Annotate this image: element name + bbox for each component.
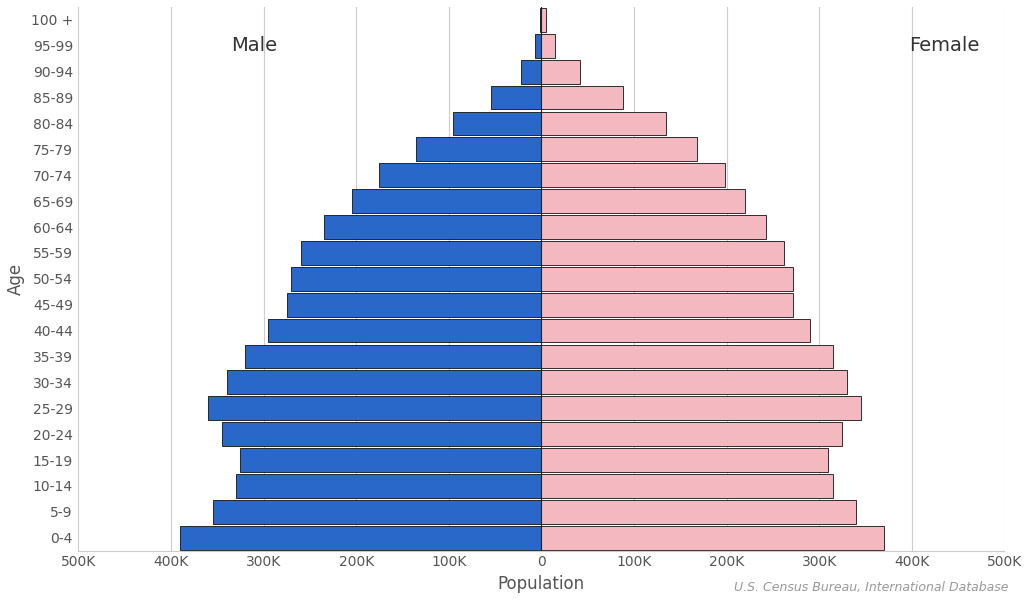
Bar <box>241 448 541 472</box>
Bar <box>541 241 784 265</box>
Bar <box>541 526 884 550</box>
Bar <box>541 8 545 32</box>
Bar <box>541 474 833 498</box>
Bar <box>454 112 541 136</box>
Bar <box>352 189 541 213</box>
Bar <box>300 241 541 265</box>
Bar <box>541 397 861 420</box>
Bar <box>287 293 541 317</box>
X-axis label: Population: Population <box>498 575 586 593</box>
Bar <box>236 474 541 498</box>
Bar <box>541 370 847 394</box>
Bar <box>541 422 843 446</box>
Bar <box>541 137 697 161</box>
Bar <box>380 163 541 187</box>
Bar <box>491 86 541 109</box>
Bar <box>213 500 541 524</box>
Bar <box>541 344 833 368</box>
Bar <box>541 112 667 136</box>
Bar <box>180 526 541 550</box>
Bar <box>541 86 623 109</box>
Bar <box>324 215 541 239</box>
Bar <box>521 60 541 83</box>
Bar <box>269 319 541 343</box>
Text: Male: Male <box>232 36 278 55</box>
Y-axis label: Age: Age <box>7 263 25 295</box>
Bar <box>417 137 541 161</box>
Bar <box>541 448 828 472</box>
Bar <box>245 344 541 368</box>
Bar <box>541 293 793 317</box>
Bar <box>541 60 580 83</box>
Bar <box>540 8 541 32</box>
Bar <box>226 370 541 394</box>
Bar <box>541 267 793 291</box>
Bar <box>208 397 541 420</box>
Text: U.S. Census Bureau, International Database: U.S. Census Bureau, International Databa… <box>734 581 1008 594</box>
Bar <box>541 34 556 58</box>
Bar <box>535 34 541 58</box>
Bar <box>222 422 541 446</box>
Bar <box>541 500 856 524</box>
Text: Female: Female <box>909 36 980 55</box>
Bar <box>541 319 810 343</box>
Bar <box>291 267 541 291</box>
Bar <box>541 163 724 187</box>
Bar <box>541 215 766 239</box>
Bar <box>541 189 745 213</box>
